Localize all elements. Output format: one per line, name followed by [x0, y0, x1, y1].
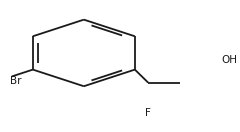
Text: Br: Br: [10, 76, 21, 86]
Text: OH: OH: [221, 55, 237, 65]
Text: F: F: [145, 109, 151, 118]
